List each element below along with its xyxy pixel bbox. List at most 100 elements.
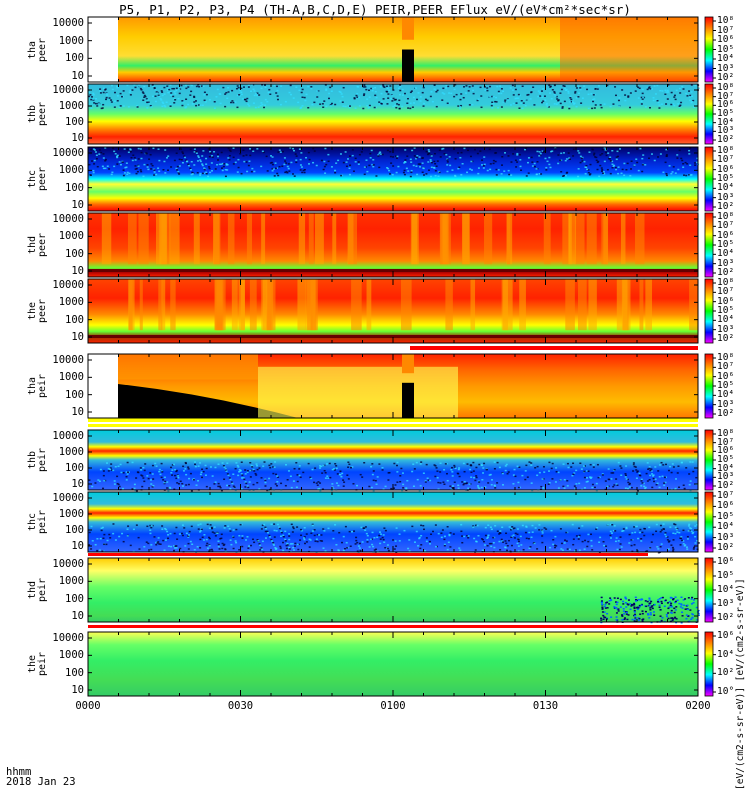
panel-instrument-label: peer [37,37,48,62]
y-tick-label: 1000 [58,34,84,47]
panel-instrument-label: peer [37,166,48,192]
colorbar-tick-label: 10² [717,667,735,679]
colorbar-tick-label: 10² [717,267,735,278]
panel-instrument-label: peir [37,373,48,399]
y-tick-label: 100 [65,666,84,679]
colorbar-tick-label: 10⁵ [717,305,735,316]
colorbar-tick-label: 10³ [717,323,735,335]
y-tick-label: 100 [65,181,84,194]
colorbar-tick-label: 10⁶ [717,229,735,241]
panel-thc-peer [87,146,700,212]
panel-thd-peir [87,557,700,624]
panel-instrument-label: peer [37,298,48,324]
chart-title: P5, P1, P2, P3, P4 (TH-A,B,C,D,E) PEIR,P… [119,2,631,17]
separator-strip [88,553,648,556]
y-tick-label: 10000 [52,430,84,442]
panel-label: the peer [27,281,48,341]
y-tick-label: 1000 [58,100,84,112]
y-tick-label: 10000 [52,632,84,644]
colorbar-tick-label: 10⁴ [717,648,735,660]
y-tick-label: 1000 [58,230,84,243]
colorbar-tick-label: 10⁷ [717,24,735,36]
colorbar-tick-label: 10⁴ [717,314,735,326]
panel-tha-peir [87,353,699,422]
x-tick-label: 0000 [75,700,101,712]
y-tick-label: 100 [65,247,84,260]
colorbar-tick-label: 10³ [717,398,735,410]
colorbar-tick-label: 10³ [717,257,735,269]
y-tick-label: 10000 [52,492,84,504]
x-tick-label: 0200 [685,700,711,712]
y-tick-label: 10 [71,265,84,277]
panel-thc-peir [87,491,700,554]
colorbar-tick-label: 10⁷ [717,154,735,166]
colorbar-tick-label: 10⁸ [717,428,735,439]
panel-instrument-label: peir [37,447,48,473]
colorbar-tick-label: 10⁶ [717,500,735,512]
colorbar-tick-label: 10² [717,72,735,83]
colorbar-tick-label: 10⁴ [717,53,735,64]
colorbar-tick-label: 10⁴ [717,182,735,194]
colorbar [704,278,714,344]
y-tick-label: 1000 [58,649,84,662]
colorbar [704,429,714,491]
panel-the-peer [87,278,699,344]
colorbar-tick-label: 10² [717,333,735,344]
colorbar [704,557,714,623]
x-tick-label: 0030 [227,700,254,712]
y-tick-label: 1000 [58,296,84,309]
y-tick-label: 10000 [52,213,84,225]
colorbar-tick-label: 10⁸ [717,145,735,156]
y-tick-label: 1000 [58,446,84,458]
colorbar [704,631,714,697]
colorbar-tick-label: 10⁸ [717,82,735,93]
time-format-label: hhmm [6,766,32,778]
panel-label: thc peer [27,149,48,209]
y-tick-label: 100 [65,592,84,605]
colorbar-tick-label: 10⁸ [717,277,735,288]
colorbar-tick-label: 10⁴ [717,116,735,128]
colorbar-tick-label: 10⁶ [717,370,735,382]
colorbar [704,83,714,145]
colorbar-tick-label: 10² [717,542,735,553]
panel-label: thb peir [27,430,48,490]
y-tick-label: 1000 [58,164,84,177]
panel-instrument-label: peer [37,101,48,127]
panel-the-peir [87,631,699,697]
colorbar [704,353,714,419]
colorbar [704,212,714,278]
panel-instrument-label: peir [37,577,48,603]
colorbar-tick-label: 10⁷ [717,220,735,232]
y-tick-label: 100 [65,524,84,536]
panel-thb-peir [87,429,699,492]
colorbar-tick-label: 10⁴ [717,462,735,474]
panel-label: thb peer [27,84,48,144]
y-tick-label: 10000 [52,84,84,96]
colorbar-tick-label: 10⁷ [717,490,735,501]
y-tick-label: 100 [65,52,84,65]
y-tick-label: 10000 [52,558,84,570]
y-tick-label: 10 [71,406,84,418]
y-tick-label: 10000 [52,17,84,29]
separator-strip [88,625,698,628]
colorbar-tick-label: 10² [717,134,735,145]
y-tick-label: 10000 [52,279,84,291]
panel-instrument-label: peir [37,509,48,535]
colorbar-tick-label: 10⁴ [717,248,735,260]
colorbar-tick-label: 10⁵ [717,108,735,119]
panel-thb-peer [87,83,700,145]
colorbar-tick-label: 10³ [717,531,735,543]
y-tick-label: 10000 [52,147,84,159]
y-tick-label: 10 [71,70,84,82]
colorbar [704,491,714,553]
y-tick-label: 10 [71,132,84,144]
colorbar-tick-label: 10⁶ [717,99,735,111]
colorbar-units-label: [eV/(cm2-s-sr-eV)] [eV/(cm2-s-sr-eV)] [735,578,746,790]
y-tick-label: 10 [71,478,84,490]
panel-thd-peer [87,212,699,278]
panel-tha-peer [87,16,699,83]
y-tick-label: 100 [65,388,84,401]
colorbar-tick-label: 10⁴ [717,521,735,533]
panel-label: thd peir [27,560,48,620]
